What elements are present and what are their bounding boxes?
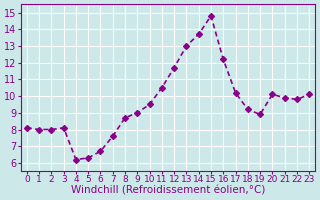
X-axis label: Windchill (Refroidissement éolien,°C): Windchill (Refroidissement éolien,°C) xyxy=(71,186,265,196)
